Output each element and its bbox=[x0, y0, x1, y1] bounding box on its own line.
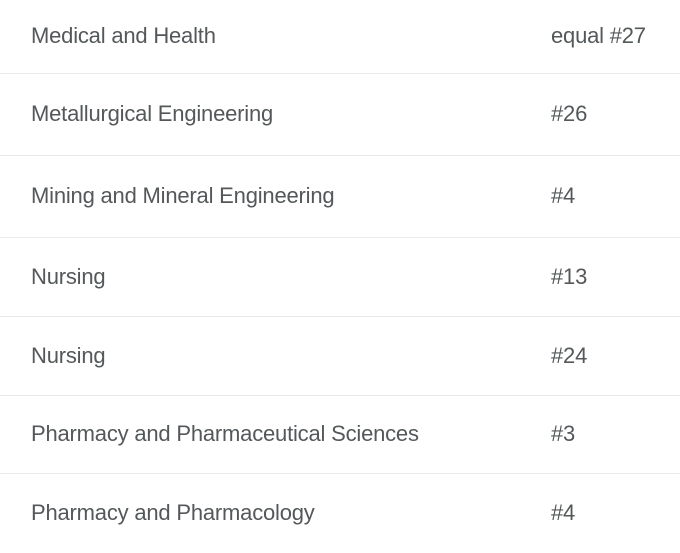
subject-rank: equal #27 bbox=[551, 23, 646, 49]
table-row: Pharmacy and Pharmaceutical Sciences #3 bbox=[0, 396, 680, 474]
subject-rank: #13 bbox=[551, 263, 588, 289]
subject-name: Pharmacy and Pharmaceutical Sciences bbox=[31, 421, 419, 447]
table-row: Nursing #13 bbox=[0, 238, 680, 317]
subject-name: Pharmacy and Pharmacology bbox=[31, 500, 315, 526]
table-row: Metallurgical Engineering #26 bbox=[0, 74, 680, 156]
subject-rank: #4 bbox=[551, 183, 576, 209]
subject-name: Nursing bbox=[31, 342, 106, 368]
subject-rank: #3 bbox=[551, 421, 576, 447]
table-row: Mining and Mineral Engineering #4 bbox=[0, 156, 680, 238]
subject-name: Metallurgical Engineering bbox=[31, 101, 274, 127]
table-row: Pharmacy and Pharmacology #4 bbox=[0, 474, 680, 553]
table-row: Nursing #24 bbox=[0, 317, 680, 396]
subject-rank: #4 bbox=[551, 500, 576, 526]
subject-name: Medical and Health bbox=[31, 23, 216, 49]
subject-rank: #26 bbox=[551, 101, 588, 127]
subject-name: Mining and Mineral Engineering bbox=[31, 183, 335, 209]
subject-rank: #24 bbox=[551, 342, 588, 368]
subject-name: Nursing bbox=[31, 263, 106, 289]
table-row: Medical and Health equal #27 bbox=[0, 0, 680, 74]
